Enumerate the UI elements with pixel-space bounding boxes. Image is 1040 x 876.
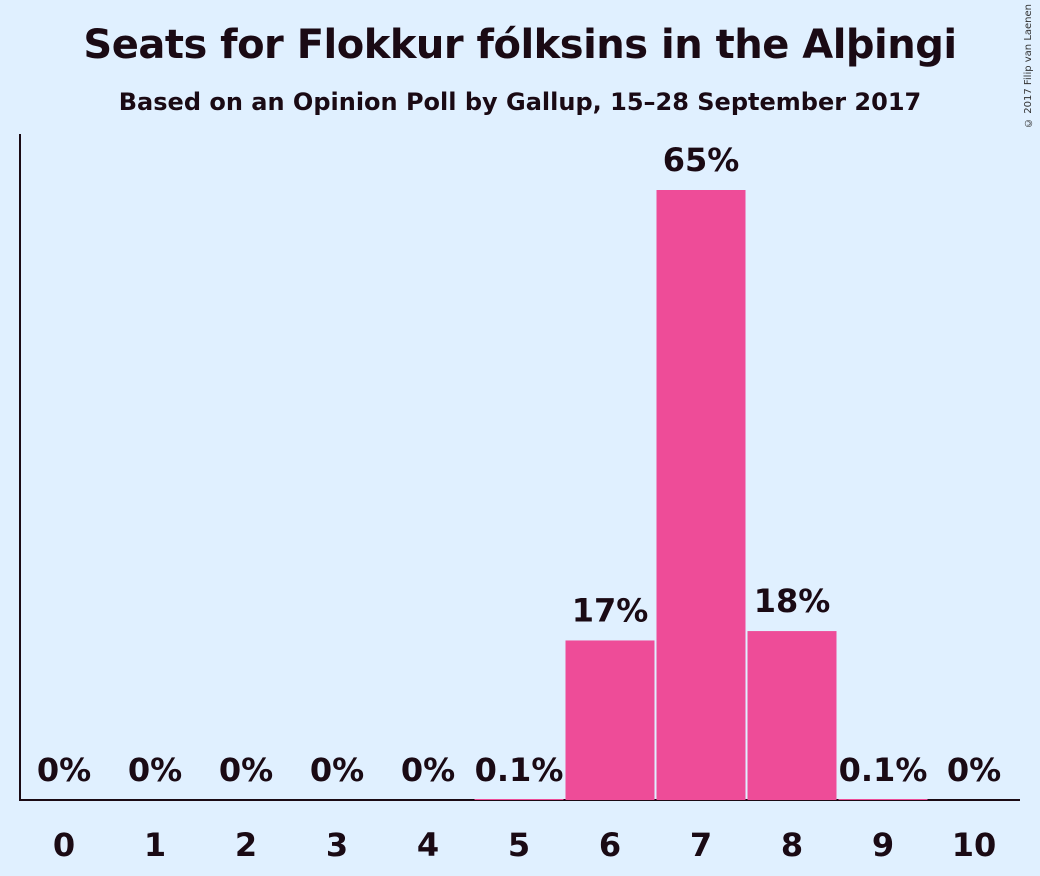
bar-7 bbox=[656, 190, 746, 800]
bar-value-label-6: 17% bbox=[572, 591, 649, 629]
bar-8 bbox=[747, 631, 837, 800]
x-tick-label-0: 0 bbox=[53, 826, 75, 864]
bar-9 bbox=[838, 799, 928, 800]
x-tick-label-3: 3 bbox=[326, 826, 348, 864]
bar-value-label-8: 18% bbox=[754, 582, 831, 620]
x-tick-label-1: 1 bbox=[144, 826, 166, 864]
x-tick-label-4: 4 bbox=[417, 826, 439, 864]
x-tick-label-7: 7 bbox=[690, 826, 712, 864]
bar-value-label-3: 0% bbox=[310, 751, 364, 789]
bar-value-label-10: 0% bbox=[947, 751, 1001, 789]
bar-value-label-2: 0% bbox=[219, 751, 273, 789]
x-tick-label-2: 2 bbox=[235, 826, 257, 864]
bar-value-label-7: 65% bbox=[663, 141, 740, 179]
chart-title: Seats for Flokkur fólksins in the Alþing… bbox=[83, 22, 957, 68]
x-tick-label-8: 8 bbox=[781, 826, 803, 864]
x-tick-label-5: 5 bbox=[508, 826, 530, 864]
x-tick-label-9: 9 bbox=[872, 826, 894, 864]
x-tick-label-6: 6 bbox=[599, 826, 621, 864]
bar-5 bbox=[474, 799, 564, 800]
bar-value-label-5: 0.1% bbox=[475, 751, 564, 789]
bar-value-label-9: 0.1% bbox=[839, 751, 928, 789]
bar-6 bbox=[565, 640, 655, 800]
x-tick-label-10: 10 bbox=[952, 826, 997, 864]
bar-value-label-0: 0% bbox=[37, 751, 91, 789]
bar-value-label-1: 0% bbox=[128, 751, 182, 789]
bar-value-label-4: 0% bbox=[401, 751, 455, 789]
chart-subtitle: Based on an Opinion Poll by Gallup, 15–2… bbox=[118, 88, 922, 116]
